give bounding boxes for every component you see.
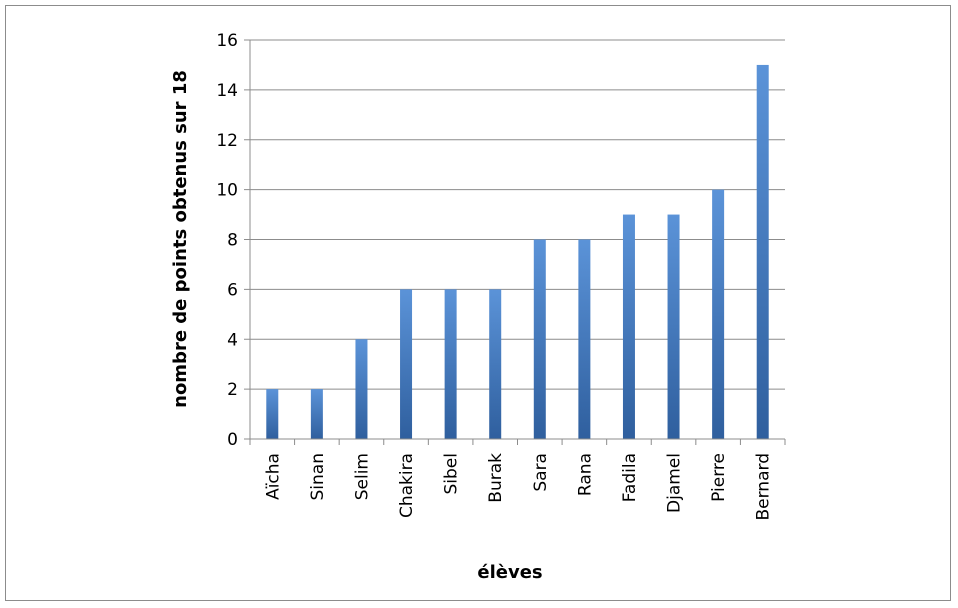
x-tick-label: Bernard (754, 453, 774, 521)
y-tick-labels: 0 2 4 6 8 10 12 14 16 (216, 31, 238, 450)
y-axis-title: nombre de points obtenus sur 18 (170, 70, 191, 408)
x-tick-labels: Aïcha Sinan Selim Chakira Sibel Burak Sara Rana… (263, 453, 773, 521)
bar-sinan (310, 389, 323, 439)
bar-burak (489, 289, 502, 439)
bar-rana (578, 239, 591, 439)
bar-sibel (444, 289, 457, 439)
x-tick-label: Pierre (709, 453, 729, 502)
y-tick-label: 0 (227, 430, 238, 450)
bar-aïcha (266, 389, 279, 439)
y-tick-label: 10 (216, 181, 238, 201)
x-tick-label: Aïcha (263, 453, 283, 500)
x-tick-label: Djamel (665, 453, 685, 513)
bar-selim (355, 339, 368, 439)
axes (244, 39, 786, 445)
x-tick-label: Sara (531, 453, 551, 492)
bars (266, 64, 769, 439)
y-tick-label: 16 (216, 31, 238, 51)
x-tick-label: Fadila (620, 453, 640, 502)
x-tick-label: Rana (575, 453, 595, 496)
x-tick-label: Chakira (397, 453, 417, 518)
y-tick-label: 8 (227, 231, 238, 251)
bar-djamel (667, 214, 680, 439)
bar-pierre (712, 189, 725, 439)
chart-frame (5, 5, 951, 601)
x-tick-label: Selim (352, 453, 372, 500)
gridlines (250, 39, 785, 390)
y-tick-label: 6 (227, 280, 238, 300)
x-tick-label: Sibel (442, 453, 462, 495)
x-axis-title: élèves (477, 562, 542, 583)
y-tick-label: 2 (227, 380, 238, 400)
bar-fadila (622, 214, 635, 439)
y-tick-label: 4 (227, 330, 238, 350)
y-tick-label: 14 (216, 81, 238, 101)
bar-bernard (756, 64, 769, 439)
x-tick-label: Sinan (308, 453, 328, 500)
x-tick-label: Burak (486, 453, 506, 503)
bar-chakira (400, 289, 413, 439)
bar-sara (533, 239, 546, 439)
y-tick-label: 12 (216, 131, 238, 151)
